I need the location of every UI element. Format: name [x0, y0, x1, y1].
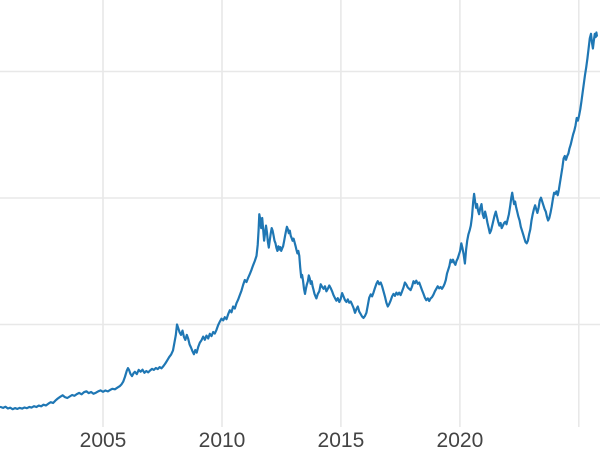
x-tick-label-2015: 2015 [318, 429, 365, 450]
x-tick-label-2020: 2020 [437, 429, 484, 450]
x-axis-tick-labels: 2005 2010 2015 2020 [80, 429, 484, 450]
price-series-line [0, 31, 598, 411]
gridlines [0, 0, 600, 427]
x-tick-label-2005: 2005 [80, 429, 127, 450]
x-tick-label-2010: 2010 [199, 429, 246, 450]
